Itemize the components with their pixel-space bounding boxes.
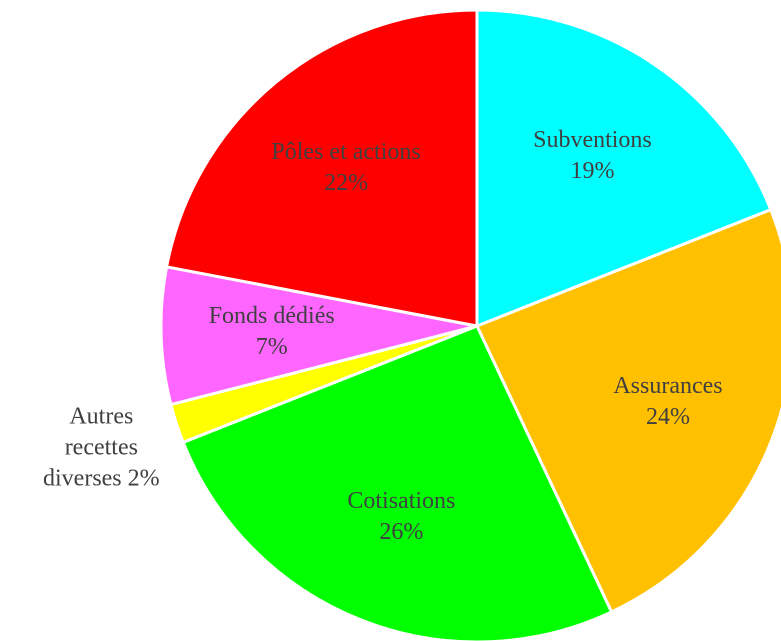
category-name: Autres recettes diverses xyxy=(43,403,138,492)
category-name: Fonds dédiés xyxy=(208,303,335,330)
category-name: Assurances xyxy=(613,372,723,399)
pie-slice xyxy=(475,8,773,329)
value-label: 2% xyxy=(127,465,160,492)
value-label: 26% xyxy=(379,518,424,545)
value-label: 22% xyxy=(324,169,369,196)
slice-label: Subventions 19% xyxy=(517,125,667,187)
value-label: 7% xyxy=(255,334,288,361)
slice-label: Autres recettes diverses 2% xyxy=(41,402,161,495)
category-name: Cotisations xyxy=(347,487,456,514)
slice-label: Pôles et actions 22% xyxy=(271,137,421,199)
slice-label: Fonds dédiés 7% xyxy=(197,301,347,363)
pie-slice xyxy=(181,324,614,641)
category-name: Pôles et actions xyxy=(271,138,421,165)
slice-label: Assurances 24% xyxy=(593,371,743,433)
pie-slice xyxy=(164,8,479,328)
value-label: 19% xyxy=(570,158,615,185)
value-label: 24% xyxy=(645,403,690,430)
pie-slice xyxy=(159,265,478,407)
category-name: Subventions xyxy=(533,127,652,154)
pie-slice xyxy=(474,207,781,614)
slice-label: Cotisations 26% xyxy=(326,486,476,548)
